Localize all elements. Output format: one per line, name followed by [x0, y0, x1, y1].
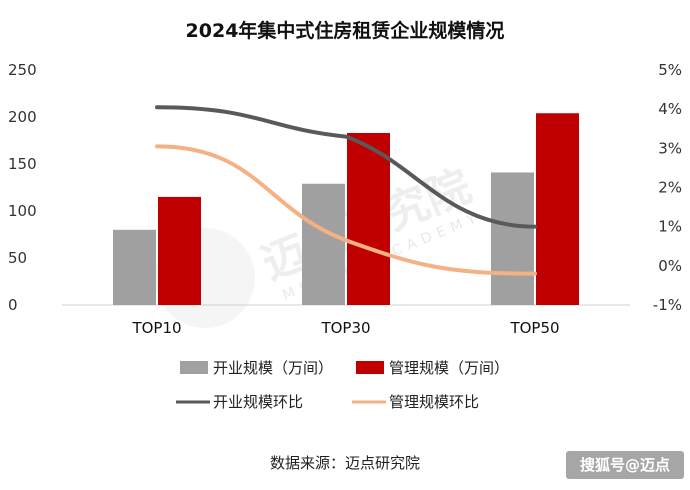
y-left-tick-label: 50 [8, 249, 27, 267]
y-right-tick-label: 1% [658, 218, 682, 236]
legend-label-managed: 管理规模（万间） [389, 359, 509, 377]
legend-swatch-open [180, 361, 208, 374]
y-right-tick-label: 5% [658, 61, 682, 79]
bar-managed [347, 132, 390, 305]
lines [155, 105, 537, 276]
y-left-tick-label: 100 [8, 202, 37, 220]
x-tick-label: TOP30 [320, 319, 370, 337]
y-right-tick-label: -1% [653, 296, 682, 314]
bars [113, 113, 579, 306]
legend: 开业规模（万间） 管理规模（万间） 开业规模环比 管理规模环比 [176, 359, 509, 411]
legend-label-open-ratio: 开业规模环比 [213, 393, 303, 411]
bar-open [113, 229, 156, 305]
legend-swatch-managed [356, 361, 384, 374]
bar-open [302, 183, 345, 305]
corner-mark: 搜狐号@迈点 [566, 451, 684, 479]
category-labels: TOP10 TOP30 TOP50 [131, 319, 559, 337]
chart-title: 2024年集中式住房租赁企业规模情况 [186, 19, 505, 42]
source-note: 数据来源：迈点研究院 [270, 454, 420, 472]
legend-label-managed-ratio: 管理规模环比 [389, 393, 479, 411]
x-tick-label: TOP50 [509, 319, 559, 337]
legend-label-open: 开业规模（万间） [213, 359, 333, 377]
y-right-tick-label: 3% [658, 139, 682, 157]
y-left-tick-label: 150 [8, 155, 37, 173]
bar-managed [536, 113, 579, 306]
y-left-tick-label: 0 [8, 296, 18, 314]
x-tick-label: TOP10 [131, 319, 181, 337]
y-right-tick-label: 0% [658, 257, 682, 275]
y-left-tick-label: 200 [8, 108, 37, 126]
y-right-tick-label: 2% [658, 179, 682, 197]
y-right-tick-label: 4% [658, 100, 682, 118]
bar-managed [158, 196, 201, 305]
bar-open [491, 172, 534, 305]
line-managed-ratio [155, 144, 537, 276]
corner-mark-bg [566, 451, 684, 479]
right-axis: -1% 0% 1% 2% 3% 4% 5% [653, 61, 682, 314]
left-axis: 0 50 100 150 200 250 [8, 61, 37, 314]
corner-mark-text: 搜狐号@迈点 [580, 456, 670, 474]
y-left-tick-label: 250 [8, 61, 37, 79]
line-open-ratio [155, 105, 537, 229]
